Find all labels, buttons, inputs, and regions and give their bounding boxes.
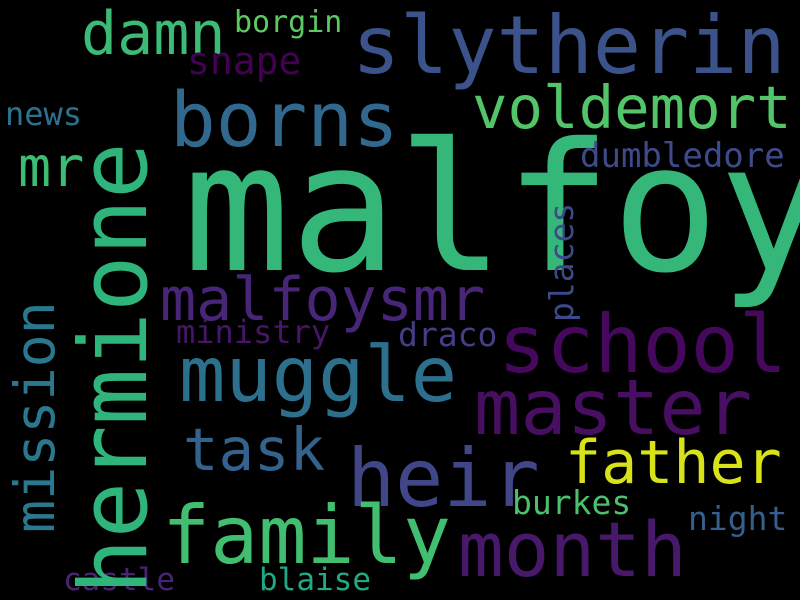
- word-voldemort: voldemort: [472, 73, 792, 142]
- word-father: father: [565, 428, 782, 498]
- word-month: month: [458, 505, 687, 594]
- word-school: school: [498, 298, 787, 391]
- word-draco: draco: [398, 315, 498, 354]
- word-ministry: ministry: [176, 313, 331, 351]
- word-news: news: [5, 95, 83, 133]
- word-heir: heir: [347, 432, 540, 525]
- word-places: places: [542, 202, 581, 322]
- word-mr: mr: [18, 135, 85, 199]
- word-snape: snape: [187, 39, 302, 83]
- word-malfoy: malfoy: [183, 105, 800, 312]
- word-task: task: [183, 415, 326, 484]
- word-borns: borns: [170, 75, 399, 164]
- word-master: master: [474, 364, 753, 453]
- word-burkes: burkes: [512, 483, 632, 522]
- word-night: night: [688, 499, 788, 538]
- word-blaise: blaise: [259, 562, 371, 598]
- word-mission: mission: [3, 301, 67, 533]
- word-dumbledore: dumbledore: [580, 136, 785, 176]
- word-slytherin: slytherin: [352, 0, 786, 92]
- word-borgin: borgin: [234, 5, 343, 40]
- word-castle: castle: [63, 562, 175, 598]
- word-muggle: muggle: [179, 331, 458, 420]
- word-damn: damn: [81, 0, 226, 69]
- word-hermione: hermione: [60, 142, 169, 595]
- word-family: family: [162, 489, 451, 582]
- word-malfoysmr: malfoysmr: [160, 265, 486, 335]
